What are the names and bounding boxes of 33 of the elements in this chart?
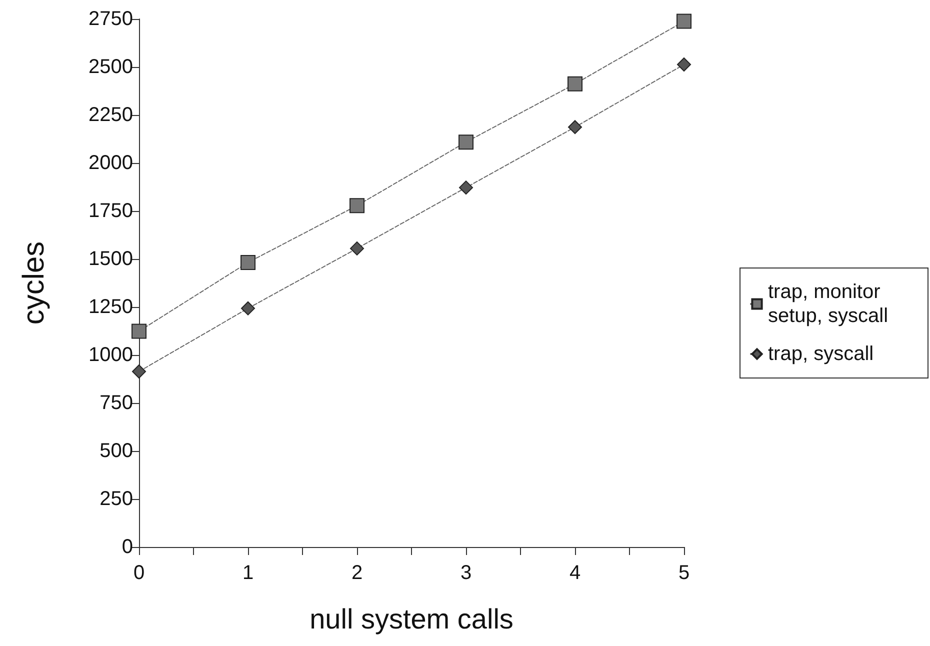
y-tick-label: 1750 [88,200,133,222]
y-tick-label: 0 [122,536,133,558]
x-axis-title: null system calls [310,604,514,634]
legend-label: trap, monitor setup, syscall [768,281,888,327]
point [677,58,691,72]
point [568,76,582,92]
x-tick-label: 3 [460,562,472,584]
point [132,324,146,339]
point [240,254,256,270]
point [676,14,692,29]
point [568,120,582,134]
x-tick-label: 1 [242,562,254,584]
x-tick-label: 5 [678,562,690,584]
y-tick-label: 2250 [88,104,133,126]
y-tick-label: 2000 [88,152,133,174]
y-tick-label: 2500 [88,56,133,78]
y-tick-label: 1500 [88,248,133,270]
point [458,134,474,150]
y-tick-label: 2750 [88,8,133,30]
point [132,364,146,379]
x-tick-label: 4 [569,562,581,584]
y-tick-label: 1250 [88,296,133,318]
y-axis-title: cycles [18,241,50,325]
point [241,301,255,316]
point [350,241,364,256]
y-tick-label: 1000 [88,344,133,366]
x-tick-label: 2 [351,562,363,584]
y-tick-label: 250 [100,488,133,510]
point [350,198,364,214]
y-tick-label: 500 [100,440,133,462]
y-tick-label: 750 [100,392,133,414]
legend-label: trap, syscall [768,343,874,365]
point [459,180,473,195]
